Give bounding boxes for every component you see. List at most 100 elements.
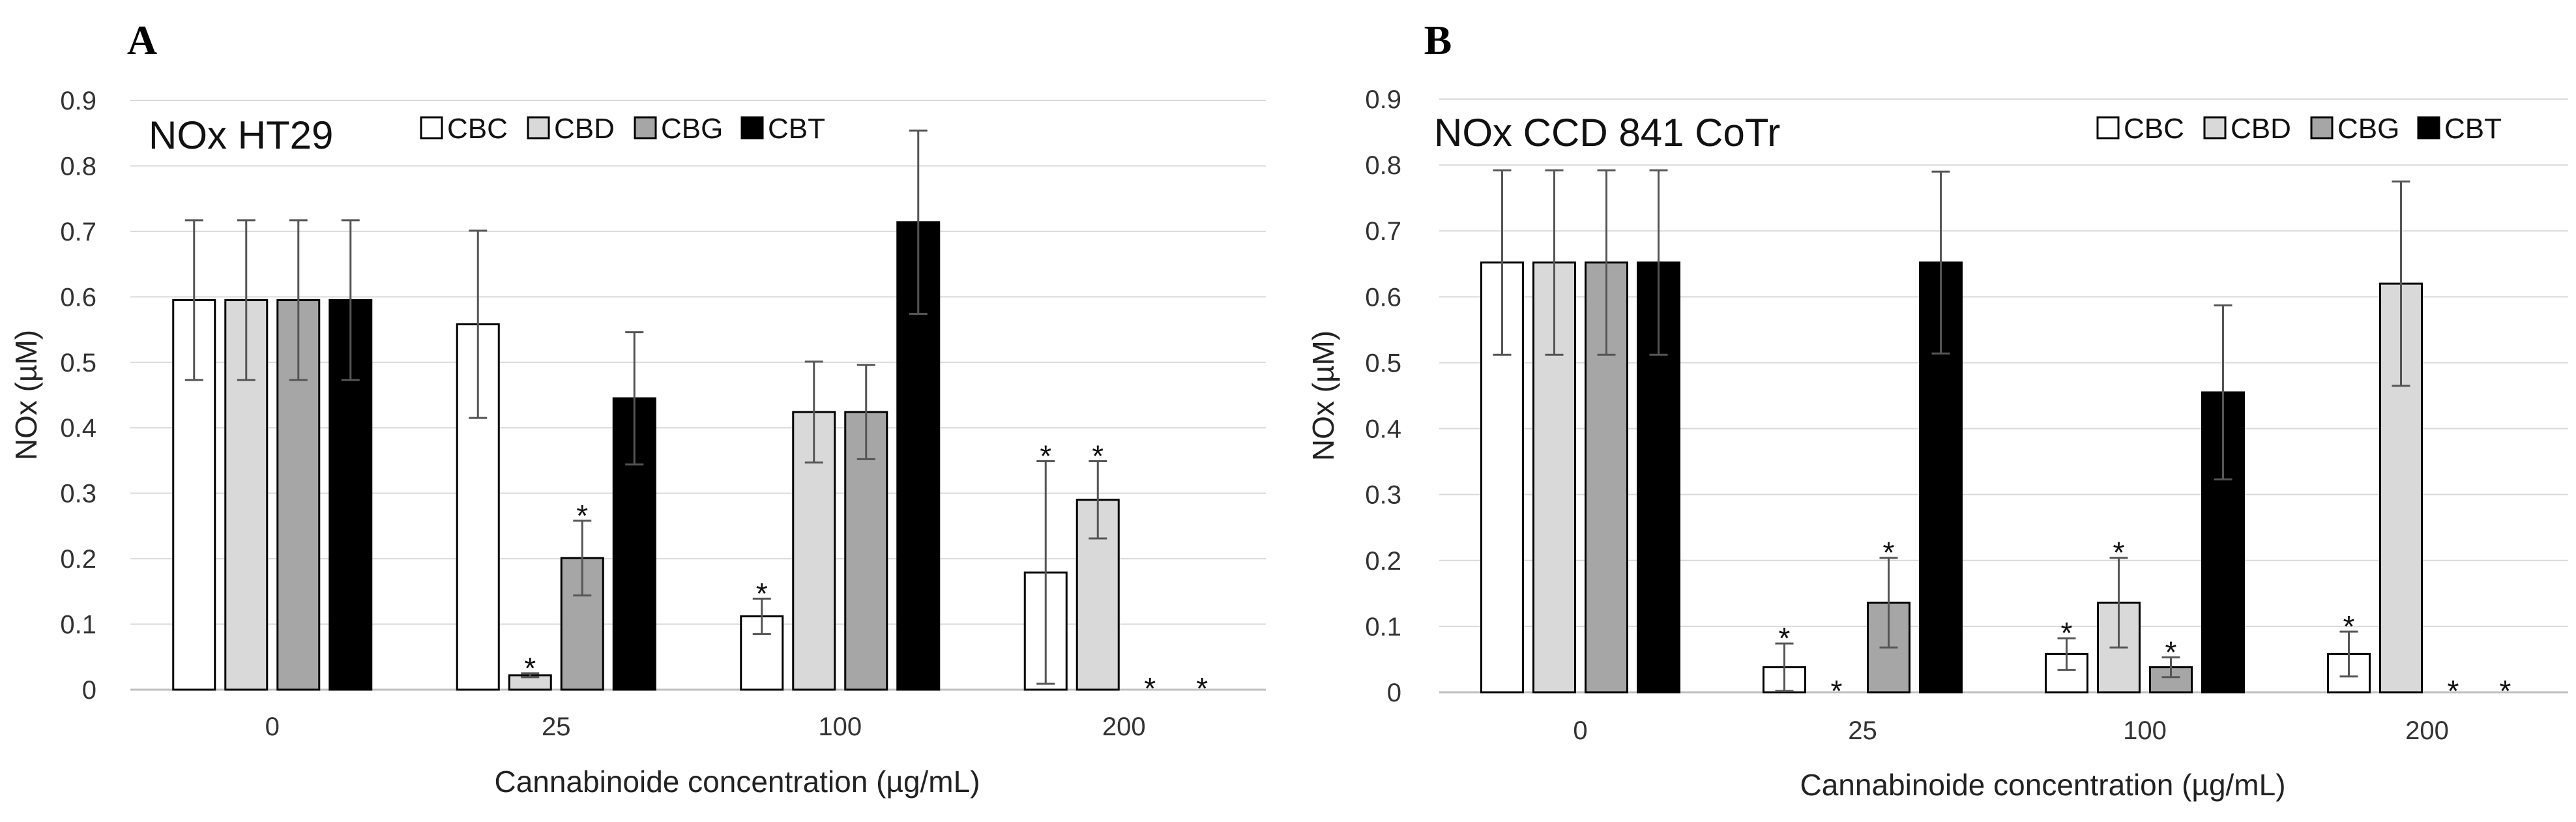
y-tick-label: 0.3 bbox=[60, 480, 96, 508]
legend-label-cbc: CBC bbox=[2124, 113, 2184, 145]
significance-marker: * bbox=[1831, 674, 1843, 708]
error-bar bbox=[1545, 169, 1564, 356]
panel-letter: B bbox=[1424, 17, 1452, 63]
significance-marker: * bbox=[524, 651, 536, 685]
y-tick-label: 0.1 bbox=[60, 611, 96, 639]
y-axis-title: NOx (µM) bbox=[1306, 330, 1340, 461]
legend-swatch-cbg bbox=[2310, 116, 2334, 139]
legend-swatch-cbt bbox=[2417, 116, 2440, 139]
bar-cbd bbox=[224, 299, 269, 691]
error-bar bbox=[1089, 460, 1107, 540]
error-bar bbox=[1597, 169, 1616, 356]
legend-swatch-cbc bbox=[2096, 116, 2120, 139]
x-tick-label: 200 bbox=[1102, 712, 1146, 741]
x-tick-label: 25 bbox=[1848, 716, 1877, 745]
error-bar bbox=[1649, 169, 1668, 356]
y-tick-label: 0.4 bbox=[1365, 415, 1401, 444]
error-bar bbox=[2057, 637, 2076, 671]
significance-marker: * bbox=[2061, 616, 2073, 650]
legend-label-cbd: CBD bbox=[2231, 113, 2291, 145]
significance-marker: * bbox=[1144, 671, 1156, 705]
y-tick-label: 0.5 bbox=[1365, 349, 1401, 377]
y-tick-label: 0.4 bbox=[60, 414, 96, 443]
bar-cbg bbox=[2149, 666, 2193, 694]
legend-label-cbc: CBC bbox=[447, 113, 508, 145]
x-tick-label: 100 bbox=[2123, 716, 2167, 745]
chart-title: NOx CCD 841 CoTr bbox=[1434, 111, 1780, 154]
y-tick-label: 0.8 bbox=[1365, 151, 1401, 180]
significance-marker: * bbox=[2343, 609, 2355, 643]
y-tick-label: 0.3 bbox=[1365, 481, 1401, 510]
y-tick-label: 0 bbox=[1387, 679, 1401, 707]
error-bar bbox=[909, 129, 928, 315]
x-axis-title: Cannabinoide concentration (µg/mL) bbox=[494, 765, 980, 799]
significance-marker: * bbox=[1779, 621, 1791, 655]
x-axis-title: Cannabinoide concentration (µg/mL) bbox=[1800, 768, 2285, 802]
error-bar bbox=[1493, 169, 1512, 356]
x-tick-label: 200 bbox=[2405, 716, 2449, 745]
error-bar bbox=[1775, 642, 1794, 692]
legend: CBC CBD CBG CBT bbox=[2096, 113, 2502, 145]
y-tick-label: 0.2 bbox=[1365, 547, 1401, 576]
significance-marker: * bbox=[1040, 439, 1051, 473]
y-tick-label: 0.8 bbox=[60, 152, 96, 181]
error-bar bbox=[2214, 304, 2232, 480]
x-tick-label: 25 bbox=[542, 712, 571, 741]
error-bar bbox=[804, 360, 823, 463]
y-tick-label: 0.1 bbox=[1365, 613, 1401, 641]
error-bar bbox=[184, 219, 203, 381]
error-bar bbox=[1879, 557, 1898, 649]
legend-swatch-cbt bbox=[740, 116, 764, 139]
legend-label-cbd: CBD bbox=[554, 113, 615, 145]
significance-marker: * bbox=[2165, 635, 2177, 669]
error-bar bbox=[1036, 460, 1055, 685]
legend-swatch-cbc bbox=[420, 116, 443, 139]
error-bar bbox=[1931, 170, 1950, 355]
significance-marker: * bbox=[2113, 536, 2125, 570]
x-tick-label: 0 bbox=[265, 712, 280, 741]
significance-marker: * bbox=[576, 499, 588, 533]
error-bar bbox=[2109, 557, 2128, 649]
legend-label-cbg: CBG bbox=[2337, 113, 2399, 145]
y-tick-label: 0 bbox=[82, 676, 96, 705]
error-bar bbox=[2339, 630, 2358, 678]
legend-swatch-cbd bbox=[527, 116, 550, 139]
error-bar bbox=[341, 219, 360, 381]
y-tick-label: 0.9 bbox=[60, 87, 96, 115]
panel-a-svg: A 0 0.1 0.2 0.3 0.4 0.5 0.6 0.7 0.8 0.9 NOx (µM) 0 25… bbox=[9, 17, 1266, 799]
error-bar bbox=[2392, 180, 2410, 387]
y-tick-label: 0.2 bbox=[60, 545, 96, 574]
y-tick-label: 0.9 bbox=[1365, 85, 1401, 114]
legend-label-cbt: CBT bbox=[2444, 113, 2502, 145]
error-bar bbox=[2161, 656, 2180, 679]
error-bar bbox=[752, 597, 771, 636]
y-tick-label: 0.6 bbox=[60, 283, 96, 312]
significance-marker: * bbox=[2500, 674, 2511, 708]
panel-letter: A bbox=[127, 17, 157, 63]
bar-cbg bbox=[276, 299, 321, 691]
error-bar bbox=[856, 364, 875, 460]
significance-marker: * bbox=[1092, 439, 1104, 473]
y-tick-label: 0.7 bbox=[60, 218, 96, 246]
error-bar bbox=[289, 219, 308, 381]
error-bar bbox=[573, 520, 592, 596]
legend-label-cbt: CBT bbox=[768, 113, 825, 145]
x-tick-label: 100 bbox=[818, 712, 862, 741]
y-tick-label: 0.5 bbox=[60, 349, 96, 377]
y-tick-label: 0.7 bbox=[1365, 217, 1401, 246]
legend-swatch-cbg bbox=[634, 116, 657, 139]
panel-a-chart: A 0 0.1 0.2 0.3 0.4 0.5 0.6 0.7 0.8 0.9 NOx (µM) 0 25… bbox=[9, 17, 1266, 799]
legend-swatch-cbd bbox=[2203, 116, 2227, 139]
error-bar bbox=[521, 672, 540, 679]
error-bar bbox=[469, 229, 488, 419]
bar-cbd bbox=[792, 411, 836, 691]
x-tick-label: 0 bbox=[1573, 716, 1587, 745]
significance-marker: * bbox=[1196, 671, 1208, 705]
legend: CBC CBD CBG CBT bbox=[420, 113, 825, 145]
significance-marker: * bbox=[1883, 536, 1895, 570]
significance-marker: * bbox=[2448, 674, 2459, 708]
significance-marker: * bbox=[756, 576, 768, 610]
chart-title: NOx HT29 bbox=[149, 113, 333, 157]
panel-b-chart: B 0 0.1 0.2 0.3 0.4 0.5 0.6 0.7 0.8 0.9 NOx (µM) 0 25… bbox=[1288, 0, 2576, 822]
